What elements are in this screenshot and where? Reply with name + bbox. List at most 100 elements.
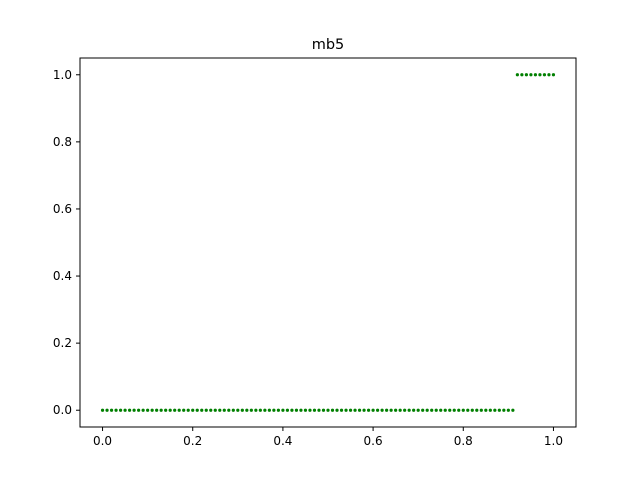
chart-title: mb5 [312,37,345,53]
data-point [348,408,353,412]
data-point [511,408,515,412]
data-point [394,408,398,412]
data-point [457,408,461,412]
x-axis: 0.0 0.2 0.4 0.6 0.8 1.0 [93,427,563,448]
data-point [466,408,470,412]
data-point [109,408,114,412]
data-point [227,408,231,412]
data-point [542,73,547,77]
data-point [209,408,213,412]
data-point [434,408,438,412]
data-point [249,408,253,412]
data-point [497,408,501,412]
data-point [439,408,443,412]
data-point [529,73,533,77]
y-tick-label: 0.4 [53,269,72,283]
data-point [294,408,299,412]
data-point [245,408,249,412]
data-point [141,408,145,412]
data-point [258,408,262,412]
data-point [168,408,172,412]
data-point [118,408,123,412]
data-point [114,408,118,412]
data-point [538,73,542,77]
y-tick-label: 0.6 [53,202,72,216]
data-point [344,408,348,412]
data-point [272,408,276,412]
data-point [412,408,416,412]
data-point [515,73,519,77]
y-tick-label: 1.0 [53,68,72,82]
data-point [285,408,290,412]
data-point [128,408,132,412]
data-point [200,408,204,412]
data-point [177,408,181,412]
data-point [488,408,492,412]
data-point [195,408,199,412]
data-point [137,408,141,412]
data-point [403,408,407,412]
x-tick-label: 1.0 [544,434,563,448]
data-point [321,408,326,412]
data-point [470,408,474,412]
data-point [353,408,357,412]
data-point [105,408,109,412]
data-point [164,408,168,412]
data-point [191,408,195,412]
data-point [155,408,159,412]
data-point [330,408,335,412]
data-point [461,408,465,412]
data-point [204,408,208,412]
data-point [132,408,136,412]
data-point [520,73,524,77]
data-point [303,408,308,412]
x-tick-label: 0.6 [364,434,383,448]
y-tick-label: 0.8 [53,135,72,149]
data-point [240,408,244,412]
data-point [222,408,226,412]
data-point [398,408,402,412]
data-point [389,408,393,412]
data-point [407,408,411,412]
data-point [317,408,321,412]
data-point [263,408,267,412]
data-point [371,408,375,412]
data-point [425,408,429,412]
data-point [524,73,529,77]
x-tick-label: 0.4 [273,434,292,448]
data-points [100,73,556,412]
data-point [290,408,294,412]
data-point [452,408,456,412]
data-point [421,408,425,412]
data-point [308,408,312,412]
data-point [326,408,330,412]
data-point [312,408,317,412]
y-axis: 0.0 0.2 0.4 0.6 0.8 1.0 [53,68,80,417]
data-point [484,408,488,412]
data-point [551,73,556,77]
data-point [448,408,452,412]
data-point [123,408,127,412]
y-tick-label: 0.0 [53,403,72,417]
data-point [100,408,105,412]
data-point [362,408,366,412]
data-point [335,408,339,412]
data-point [339,408,344,412]
data-point [547,73,551,77]
data-point [376,408,380,412]
data-point [173,408,177,412]
data-point [159,408,163,412]
data-point [213,408,217,412]
data-point [385,408,389,412]
x-tick-label: 0.0 [93,434,112,448]
data-point [276,408,280,412]
data-point [299,408,303,412]
x-tick-label: 0.8 [454,434,473,448]
data-point [146,408,150,412]
data-point [493,408,497,412]
data-point [218,408,222,412]
data-point [475,408,479,412]
plot-frame [79,57,577,428]
